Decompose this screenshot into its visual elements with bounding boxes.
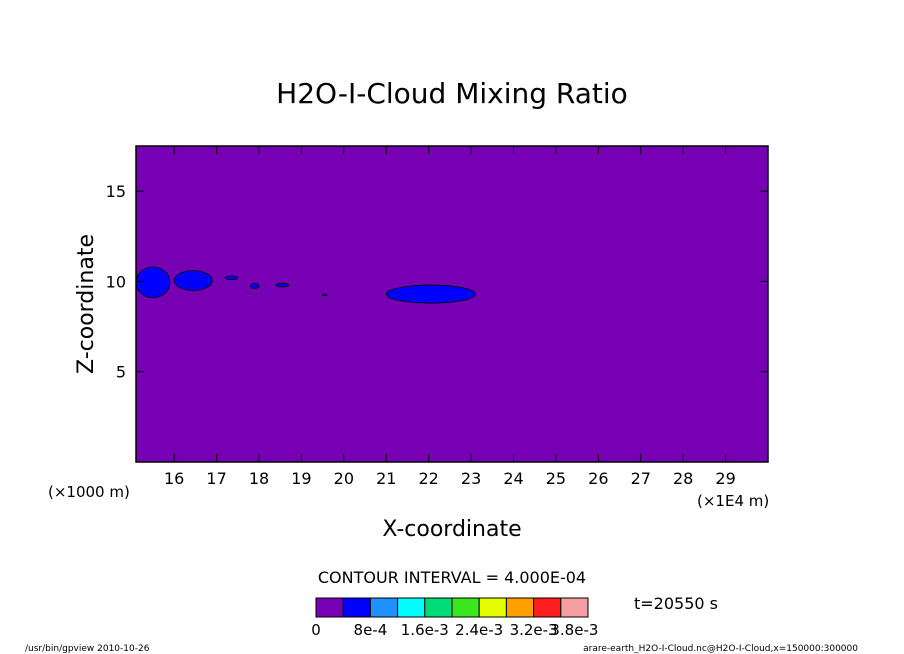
footer-right: arare-earth_H2O-I-Cloud.nc@H2O-I-Cloud,x… bbox=[583, 644, 858, 654]
colorbar-swatch bbox=[369, 597, 399, 618]
cloud-region-4 bbox=[250, 282, 260, 290]
colorbar-label: 1.6e-3 bbox=[401, 621, 449, 639]
colorbar-swatch bbox=[397, 597, 426, 618]
colorbar-label: 3.2e-3 bbox=[510, 621, 558, 639]
time-label: t=20550 s bbox=[634, 594, 718, 613]
x-unit-note: (×1E4 m) bbox=[697, 492, 769, 510]
x-tick-label: 25 bbox=[546, 469, 566, 488]
x-tick-label: 24 bbox=[503, 469, 523, 488]
colorbar-swatch bbox=[533, 597, 562, 618]
x-tick-label: 18 bbox=[249, 469, 269, 488]
colorbar-swatch bbox=[424, 597, 453, 618]
x-axis-ticks: 16 17 18 19 20 21 22 23 24 25 26 27 28 29 bbox=[164, 146, 736, 488]
x-tick-label: 20 bbox=[334, 469, 354, 488]
plot-background bbox=[136, 146, 768, 462]
colorbar-label: 0 bbox=[311, 621, 321, 639]
x-tick-label: 17 bbox=[206, 469, 226, 488]
x-tick-label: 26 bbox=[588, 469, 608, 488]
y-axis-label: Z-coordinate bbox=[74, 234, 99, 374]
colorbar bbox=[315, 597, 589, 618]
y-unit-note: (×1000 m) bbox=[48, 483, 130, 501]
cloud-region-7 bbox=[385, 284, 476, 304]
y-axis-ticks: 5 10 15 bbox=[106, 182, 768, 382]
cloud-region-2 bbox=[173, 270, 213, 291]
x-tick-label: 23 bbox=[461, 469, 481, 488]
x-axis-label: X-coordinate bbox=[382, 517, 521, 542]
chart-title: H2O-I-Cloud Mixing Ratio bbox=[276, 77, 628, 110]
cloud-region-3 bbox=[224, 275, 239, 281]
footer-left: /usr/bin/gpview 2010-10-26 bbox=[25, 644, 150, 654]
colorbar-label: 2.4e-3 bbox=[455, 621, 503, 639]
cloud-region-1 bbox=[135, 266, 171, 299]
contour-interval: CONTOUR INTERVAL = 4.000E-04 bbox=[318, 568, 586, 587]
cloud-region-6 bbox=[322, 293, 328, 297]
cloud-regions bbox=[135, 266, 476, 304]
colorbar-swatch bbox=[478, 597, 507, 618]
colorbar-swatch bbox=[505, 597, 535, 618]
colorbar-label: 3.8e-3 bbox=[550, 621, 598, 639]
colorbar-labels: 0 8e-4 1.6e-3 2.4e-3 3.2e-33.8e-3 bbox=[311, 621, 598, 639]
x-tick-label: 19 bbox=[291, 469, 311, 488]
colorbar-swatch bbox=[342, 597, 371, 618]
plot-frame bbox=[135, 145, 769, 463]
colorbar-swatch bbox=[560, 597, 589, 618]
x-tick-label: 16 bbox=[164, 469, 184, 488]
colorbar-label: 8e-4 bbox=[354, 621, 388, 639]
x-tick-label: 29 bbox=[715, 469, 735, 488]
colorbar-swatch bbox=[315, 597, 344, 618]
x-tick-label: 28 bbox=[673, 469, 693, 488]
colorbar-swatch bbox=[451, 597, 480, 618]
cloud-region-5 bbox=[275, 282, 290, 288]
x-tick-label: 21 bbox=[376, 469, 396, 488]
y-tick-label: 5 bbox=[116, 363, 126, 382]
x-tick-label: 22 bbox=[418, 469, 438, 488]
y-tick-label: 15 bbox=[106, 182, 126, 201]
x-tick-label: 27 bbox=[631, 469, 651, 488]
y-tick-label: 10 bbox=[106, 272, 126, 291]
